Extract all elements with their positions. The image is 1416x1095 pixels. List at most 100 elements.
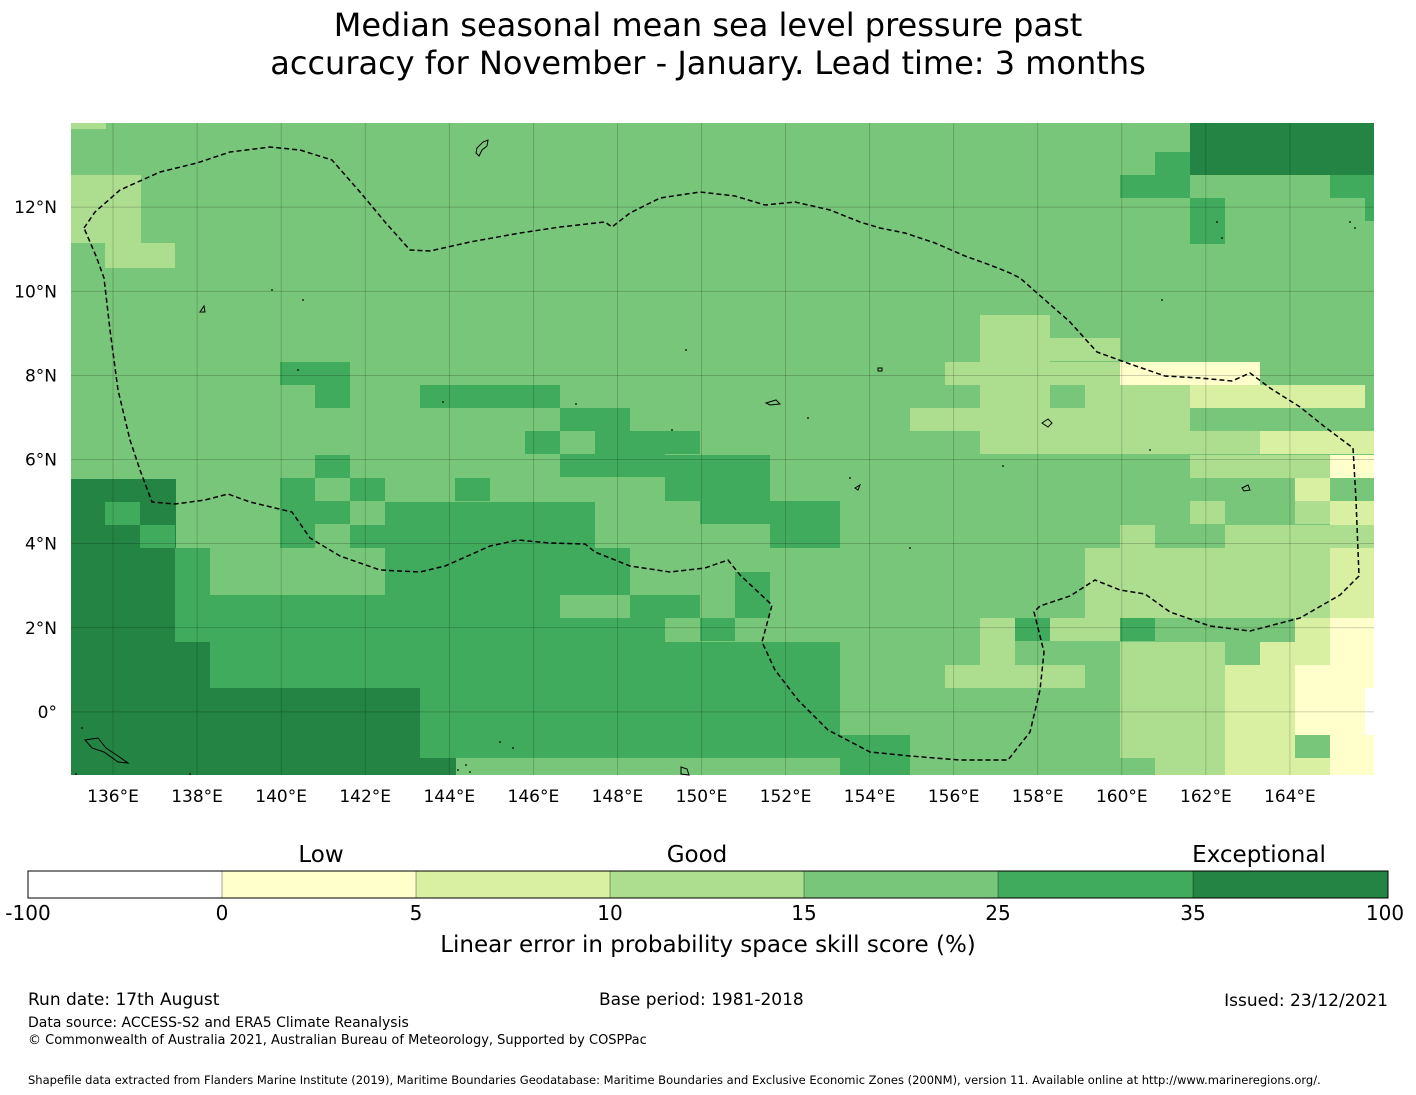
colorbar-segment: [222, 871, 416, 898]
islet-dot: [685, 349, 687, 351]
skill-cell: [910, 408, 1190, 431]
island-outline: [199, 304, 206, 313]
title-line-2: accuracy for November - January. Lead ti…: [270, 44, 1146, 82]
skill-cell: [525, 431, 560, 454]
longitude-tick-label: 148°E: [592, 787, 644, 807]
skill-cell: [385, 548, 630, 595]
skill-cell: [1290, 123, 1374, 175]
skill-cell: [350, 525, 385, 548]
colorbar-tick: 35: [1180, 901, 1206, 925]
islet-dot: [671, 429, 673, 431]
island-outline: [84, 737, 130, 764]
skill-cell: [420, 385, 560, 408]
skill-cell: [595, 431, 700, 454]
skill-cell: [71, 123, 106, 129]
skill-cell: [1330, 455, 1374, 478]
skill-cell: [1120, 618, 1155, 641]
skill-cell: [420, 758, 456, 775]
skill-cell: [630, 595, 700, 618]
skill-cell: [980, 431, 1260, 454]
skill-cell: [315, 385, 350, 408]
skill-cell: [735, 572, 770, 618]
skill-cell: [280, 362, 350, 385]
colorbar-tick: 100: [1365, 901, 1405, 925]
colorbar-segment: [804, 871, 998, 898]
skill-cell: [560, 454, 665, 477]
skill-cell: [105, 502, 140, 525]
skill-cell: [315, 455, 350, 478]
skill-cell: [280, 478, 315, 548]
skill-cell: [560, 618, 665, 758]
skill-cell: [1120, 525, 1155, 548]
colorbar-tick: 5: [409, 901, 423, 925]
skill-cell: [1190, 198, 1225, 244]
longitude-tick-label: 142°E: [339, 787, 391, 807]
skill-cell: [1190, 455, 1260, 478]
islands: [75, 139, 1356, 776]
skill-cell: [560, 408, 630, 431]
data-source: Data source: ACCESS-S2 and ERA5 Climate …: [28, 1015, 409, 1031]
skill-cell: [665, 455, 770, 501]
longitude-labels: 136°E 138°E 140°E 142°E 144°E 146°E 148°E 150°E…: [87, 787, 1316, 807]
skill-cell: [980, 618, 1015, 688]
longitude-tick-label: 154°E: [844, 787, 896, 807]
island-outline: [680, 766, 690, 776]
skill-cell: [1050, 618, 1120, 641]
colorbar-tick: 25: [985, 901, 1011, 925]
copyright: © Commonwealth of Australia 2021, Austra…: [28, 1033, 647, 1048]
islet-dot: [849, 477, 851, 479]
islet-dot: [457, 769, 459, 771]
island-outline: [854, 483, 862, 491]
colorbar-frame: [27, 870, 1389, 899]
skill-cell: [1050, 385, 1085, 408]
skill-cell: [455, 478, 490, 501]
islet-dot: [807, 417, 809, 419]
skill-cell: [175, 548, 210, 595]
islet-dot: [499, 741, 501, 743]
skill-cell: [71, 175, 141, 243]
longitude-tick-label: 162°E: [1180, 787, 1232, 807]
skill-cell: [1260, 431, 1374, 454]
islet-dot: [469, 771, 471, 773]
base-period: Base period: 1981-2018: [599, 990, 804, 1010]
eez-boundary: [83, 146, 1360, 761]
islet-dot: [1349, 221, 1351, 223]
islet-dot: [271, 289, 273, 291]
islet-dot: [1002, 465, 1004, 467]
map-gridlines: [71, 123, 1374, 775]
skill-cell: [1120, 642, 1225, 758]
run-date: Run date: 17th August: [28, 990, 220, 1010]
skill-cell: [1260, 455, 1330, 478]
skill-cell: [210, 595, 420, 688]
skill-cells: [71, 123, 1374, 775]
skill-cell: [315, 478, 350, 501]
longitude-tick-label: 138°E: [171, 787, 223, 807]
shapefile-credit: Shapefile data extracted from Flanders M…: [28, 1073, 1321, 1087]
skill-cell: [945, 665, 980, 688]
islet-dot: [297, 369, 299, 371]
chart-title: Median seasonal mean sea level pressure …: [0, 6, 1416, 82]
skill-cell: [420, 595, 560, 758]
colorbar-segment: [610, 871, 804, 898]
skill-cell: [700, 618, 735, 641]
skill-cell: [1365, 198, 1374, 221]
skill-cell: [1330, 175, 1374, 198]
longitude-tick-label: 146°E: [508, 787, 560, 807]
skill-cell: [140, 525, 175, 548]
colorbar-segment: [998, 871, 1193, 898]
skill-cell: [1295, 665, 1330, 735]
colorbar-segment: [1193, 871, 1388, 898]
longitude-tick-label: 136°E: [87, 787, 139, 807]
longitude-tick-label: 150°E: [676, 787, 728, 807]
latitude-tick-label: 6°N: [25, 451, 57, 471]
longitude-tick-label: 158°E: [1012, 787, 1064, 807]
skill-cell: [770, 501, 840, 548]
issued-date: Issued: 23/12/2021: [1224, 991, 1388, 1011]
skill-cell: [1225, 665, 1295, 758]
islet-dot: [189, 773, 191, 775]
skill-cell: [350, 501, 385, 524]
colorbar: [27, 870, 1389, 899]
islet-dot: [302, 299, 304, 301]
skill-cell: [1225, 525, 1374, 548]
island-outline: [764, 399, 782, 406]
